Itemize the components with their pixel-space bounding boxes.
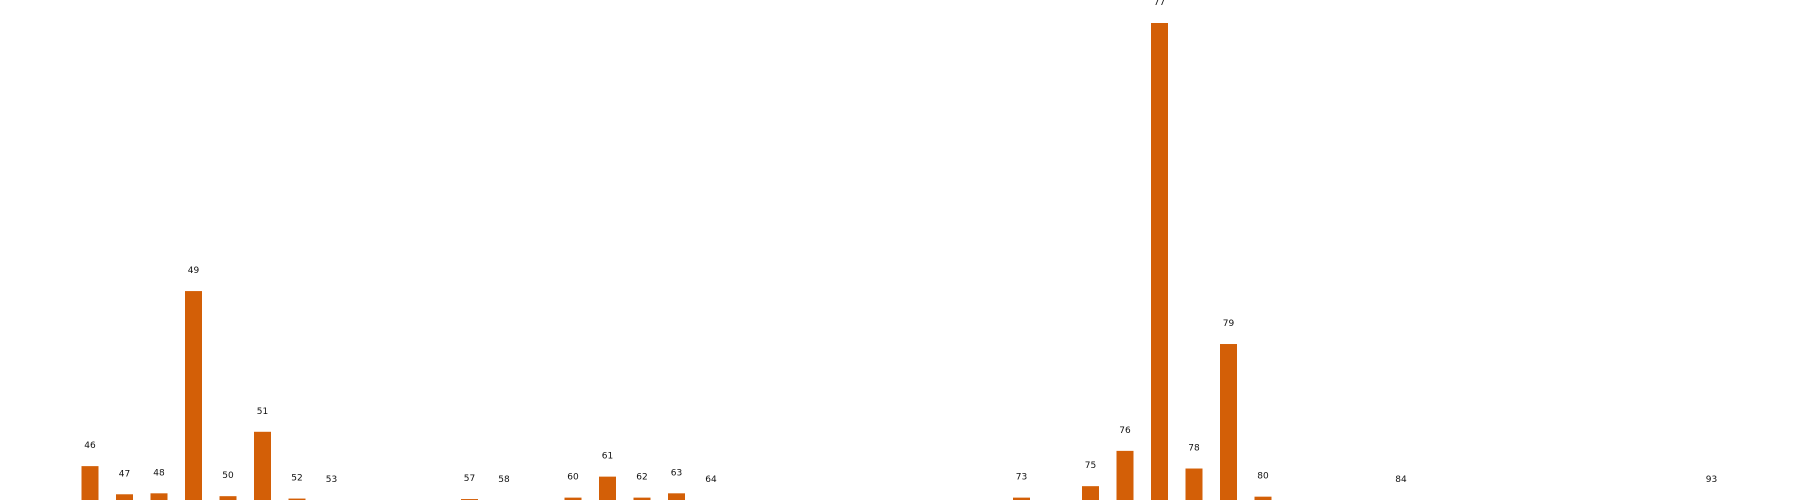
bar-label-63: 63 xyxy=(671,468,682,478)
bar-label-57: 57 xyxy=(464,474,475,484)
bar-label-46: 46 xyxy=(84,441,96,451)
bar-label-84: 84 xyxy=(1395,475,1407,485)
bar-61 xyxy=(599,476,616,500)
bar-label-48: 48 xyxy=(153,468,165,478)
bar-63 xyxy=(668,493,685,500)
bar-51 xyxy=(254,431,271,500)
bars-layer xyxy=(81,23,1272,500)
bar-76 xyxy=(1116,450,1134,500)
bar-79 xyxy=(1220,344,1237,500)
bar-49 xyxy=(185,291,202,500)
bar-75 xyxy=(1082,486,1099,500)
bar-label-78: 78 xyxy=(1188,444,1200,454)
bar-label-79: 79 xyxy=(1223,319,1235,329)
bar-label-76: 76 xyxy=(1119,426,1131,436)
bar-62 xyxy=(633,497,651,500)
bar-73 xyxy=(1013,497,1030,500)
bar-48 xyxy=(150,493,168,500)
bar-50 xyxy=(219,496,237,500)
bar-label-77: 77 xyxy=(1154,0,1165,8)
bar-label-93: 93 xyxy=(1706,475,1717,485)
bar-label-51: 51 xyxy=(257,407,268,417)
bar-label-49: 49 xyxy=(188,266,200,276)
bar-60 xyxy=(564,497,582,500)
bar-80 xyxy=(1254,496,1272,500)
bar-label-47: 47 xyxy=(119,469,130,479)
bar-label-64: 64 xyxy=(705,475,717,485)
bar-label-62: 62 xyxy=(636,473,647,483)
bar-78 xyxy=(1185,468,1203,500)
bar-label-61: 61 xyxy=(602,452,613,462)
bar-label-73: 73 xyxy=(1016,473,1027,483)
bar-47 xyxy=(116,494,133,500)
bar-label-60: 60 xyxy=(567,473,579,483)
bar-52 xyxy=(288,498,306,500)
bar-label-80: 80 xyxy=(1257,472,1269,482)
bar-46 xyxy=(81,466,99,500)
bar-label-53: 53 xyxy=(326,475,337,485)
bar-label-50: 50 xyxy=(222,471,234,481)
bar-label-58: 58 xyxy=(498,475,510,485)
labels-layer: 46 47 48 49 50 51 52 53 57 58 60 61 62 63 64 73 75 76 77 78… xyxy=(84,0,1717,485)
bar-label-52: 52 xyxy=(291,474,302,484)
bar-label-75: 75 xyxy=(1085,461,1096,471)
bar-77 xyxy=(1151,23,1168,500)
